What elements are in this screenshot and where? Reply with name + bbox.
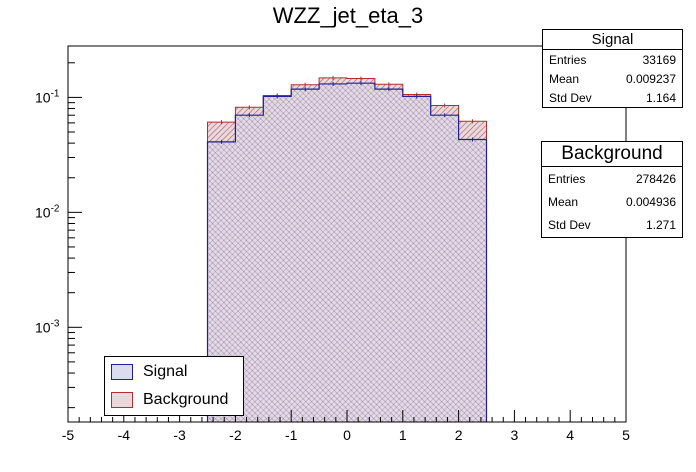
stats-value: 0.009237 [625,72,676,86]
legend: Signal Background [104,356,244,416]
signal-stats-box: Signal Entries 33169 Mean 0.009237 Std D… [542,29,683,108]
stats-value: 0.004936 [625,195,676,209]
signal-stats-title: Signal [543,30,682,50]
signal-bar [374,89,403,422]
x-tick-label: -5 [62,427,75,443]
background-stats-row-entries: Entries 278426 [542,167,682,191]
stats-label: Std Dev [549,91,592,105]
y-tick-label: 10-2 [35,203,60,220]
background-stats-row-mean: Mean 0.004936 [542,191,682,214]
signal-stats-row-mean: Mean 0.009237 [543,70,682,89]
stats-label: Std Dev [548,218,591,232]
stats-label: Mean [549,72,580,86]
signal-bar [347,83,375,422]
x-tick-label: 1 [399,427,407,443]
signal-bar [402,96,431,422]
stats-value: 1.164 [645,91,676,105]
stats-value: 1.271 [645,218,676,232]
x-tick-label: -4 [118,427,131,443]
chart-title: WZZ_jet_eta_3 [273,3,423,28]
x-tick-label: 3 [511,427,519,443]
background-stats-box: Background Entries 278426 Mean 0.004936 … [541,141,683,238]
x-tick-label: -1 [285,427,298,443]
y-tick-label: 10-1 [35,88,60,105]
background-stats-title: Background [542,142,682,167]
signal-bar [291,89,320,422]
y-tick-label: 10-3 [35,318,60,335]
signal-swatch-icon [111,364,133,380]
signal-bar [263,96,292,422]
stats-value: 278426 [635,172,676,186]
legend-item-background: Background [105,391,228,409]
stats-value: 33169 [642,53,676,67]
signal-bar [458,139,487,422]
signal-bar [430,115,459,423]
stats-label: Entries [549,53,587,67]
x-tick-label: -3 [173,427,186,443]
legend-label-signal: Signal [143,363,188,380]
signal-stats-row-stddev: Std Dev 1.164 [543,89,682,108]
x-tick-label: 4 [566,427,574,443]
signal-bar [319,83,347,423]
stats-label: Mean [548,195,579,209]
x-tick-label: 0 [343,427,351,443]
legend-label-background: Background [143,391,229,408]
stats-label: Entries [548,172,586,186]
legend-item-signal: Signal [105,363,187,381]
x-tick-label: -2 [229,427,242,443]
x-tick-label: 5 [622,427,630,443]
x-tick-label: 2 [455,427,463,443]
background-swatch-icon [111,392,133,408]
signal-stats-row-entries: Entries 33169 [543,50,682,70]
background-stats-row-stddev: Std Dev 1.271 [542,214,682,237]
